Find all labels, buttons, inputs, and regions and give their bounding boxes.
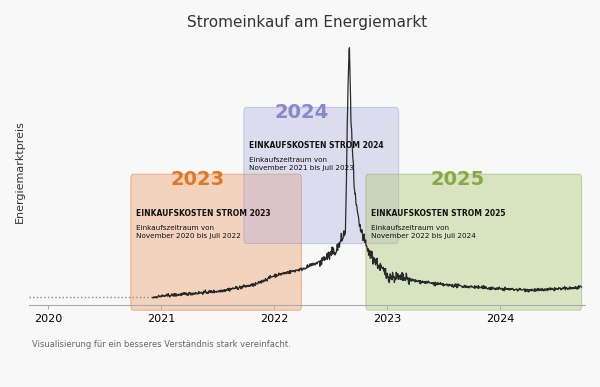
Text: EINKAUFSKOSTEN STROM 2025: EINKAUFSKOSTEN STROM 2025 — [371, 209, 506, 218]
Y-axis label: Energiemarktpreis: Energiemarktpreis — [15, 120, 25, 223]
Text: Einkaufszeitraum von
November 2020 bis Juli 2022: Einkaufszeitraum von November 2020 bis J… — [136, 225, 241, 240]
Text: Visualisierung für ein besseres Verständnis stark vereinfacht.: Visualisierung für ein besseres Verständ… — [32, 340, 290, 349]
Text: Einkaufszeitraum von
November 2021 bis Juli 2023: Einkaufszeitraum von November 2021 bis J… — [250, 157, 355, 171]
Title: Stromeinkauf am Energiemarkt: Stromeinkauf am Energiemarkt — [187, 15, 427, 30]
FancyBboxPatch shape — [131, 174, 301, 310]
Text: Einkaufszeitraum von
November 2022 bis Juli 2024: Einkaufszeitraum von November 2022 bis J… — [371, 225, 476, 240]
FancyBboxPatch shape — [244, 108, 398, 243]
Text: 2025: 2025 — [430, 170, 484, 189]
Text: EINKAUFSKOSTEN STROM 2024: EINKAUFSKOSTEN STROM 2024 — [250, 141, 384, 150]
Text: EINKAUFSKOSTEN STROM 2023: EINKAUFSKOSTEN STROM 2023 — [136, 209, 271, 218]
FancyBboxPatch shape — [366, 174, 581, 310]
Text: 2023: 2023 — [170, 170, 224, 189]
Text: 2024: 2024 — [274, 103, 329, 122]
